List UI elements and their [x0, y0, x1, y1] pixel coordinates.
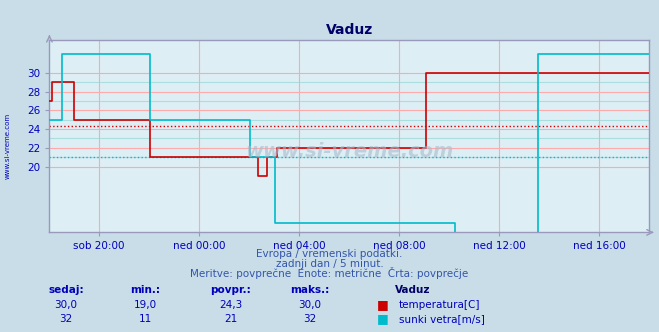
Text: temperatura[C]: temperatura[C] — [399, 300, 480, 310]
Text: www.si-vreme.com: www.si-vreme.com — [5, 113, 11, 179]
Text: maks.:: maks.: — [290, 285, 330, 295]
Text: 32: 32 — [59, 314, 72, 324]
Text: ■: ■ — [377, 312, 389, 325]
Text: 24,3: 24,3 — [219, 300, 243, 310]
Text: Vaduz: Vaduz — [395, 285, 431, 295]
Text: Evropa / vremenski podatki.: Evropa / vremenski podatki. — [256, 249, 403, 259]
Text: www.si-vreme.com: www.si-vreme.com — [245, 142, 453, 161]
Text: ■: ■ — [377, 298, 389, 311]
Text: Meritve: povprečne  Enote: metrične  Črta: povprečje: Meritve: povprečne Enote: metrične Črta:… — [190, 267, 469, 279]
Text: povpr.:: povpr.: — [210, 285, 251, 295]
Text: 32: 32 — [303, 314, 316, 324]
Text: sedaj:: sedaj: — [48, 285, 84, 295]
Text: min.:: min.: — [130, 285, 160, 295]
Title: Vaduz: Vaduz — [326, 23, 373, 37]
Text: 19,0: 19,0 — [133, 300, 157, 310]
Text: 11: 11 — [138, 314, 152, 324]
Text: zadnji dan / 5 minut.: zadnji dan / 5 minut. — [275, 259, 384, 269]
Text: 30,0: 30,0 — [299, 300, 321, 310]
Text: sunki vetra[m/s]: sunki vetra[m/s] — [399, 314, 484, 324]
Text: 30,0: 30,0 — [55, 300, 77, 310]
Text: 21: 21 — [224, 314, 237, 324]
